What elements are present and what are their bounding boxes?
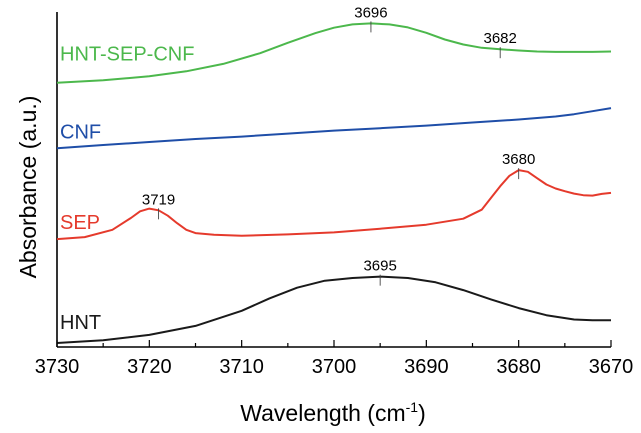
series-line-hnt <box>56 275 611 344</box>
series-label-sep: SEP <box>60 212 100 234</box>
series-label-hnt-sep-cnf: HNT-SEP-CNF <box>60 44 194 66</box>
peak-annotations: 3696 3682 3719 3680 3695 <box>142 4 535 286</box>
x-axis-title-unit: cm <box>375 400 406 426</box>
series-labels: HNT-SEP-CNF CNF SEP HNT <box>60 44 194 334</box>
x-tick-label: 3700 <box>312 356 357 378</box>
series-label-hnt: HNT <box>60 312 101 334</box>
x-tick-label: 3720 <box>127 356 172 378</box>
peak-label: 3695 <box>363 258 396 275</box>
series-layer <box>56 22 612 344</box>
x-axis-title-text: Wavelength <box>240 400 361 426</box>
x-tick-label: 3690 <box>404 356 449 378</box>
x-axis-title: Wavelength (cm-1) <box>240 399 425 426</box>
series-label-cnf: CNF <box>60 121 101 143</box>
peak-label: 3696 <box>354 4 387 21</box>
x-tick-label: 3670 <box>589 356 634 378</box>
series-line-sep <box>56 169 612 241</box>
x-tick-label: 3730 <box>35 356 80 378</box>
x-axis-title-unit-exponent: -1 <box>406 399 419 415</box>
series-line-hnt-sep-cnf <box>56 22 612 84</box>
x-axis-ticks: 3730 3720 3710 3700 3690 3680 3670 <box>35 340 634 378</box>
series-line-cnf <box>56 107 612 150</box>
x-axis-title-unit-close: ) <box>418 400 426 426</box>
x-tick-label: 3710 <box>219 356 264 378</box>
x-tick-label: 3680 <box>496 356 541 378</box>
peak-label: 3719 <box>142 191 175 208</box>
peak-label: 3682 <box>484 30 517 47</box>
y-axis-title: Absorbance (a.u.) <box>15 96 41 279</box>
x-axis-title-unit-open: ( <box>361 400 375 426</box>
peak-label: 3680 <box>502 151 535 168</box>
